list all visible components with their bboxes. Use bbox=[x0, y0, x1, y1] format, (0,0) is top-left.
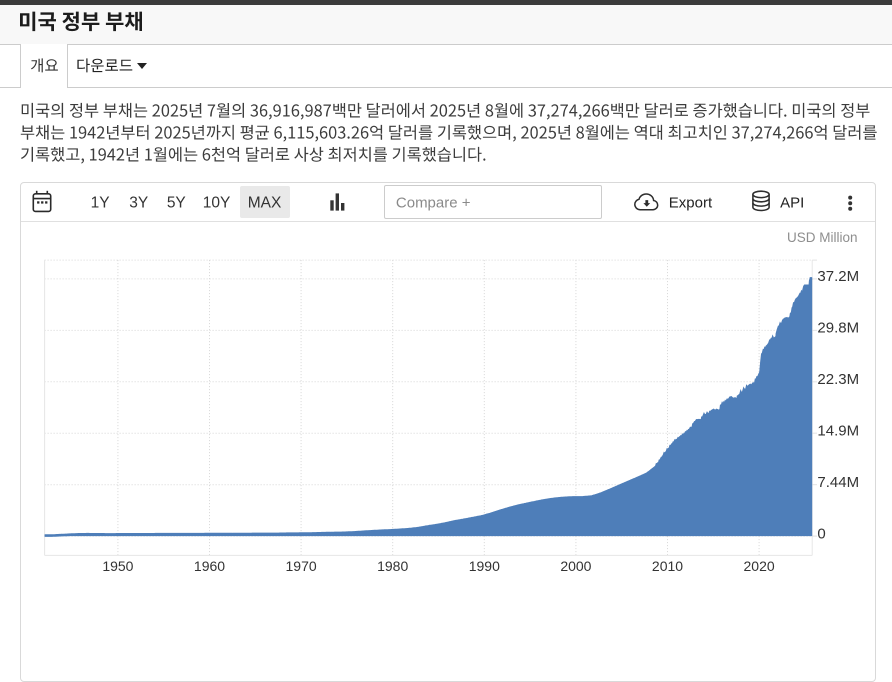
svg-text:29.8M: 29.8M bbox=[817, 320, 859, 337]
svg-text:Compare +: Compare + bbox=[396, 194, 471, 211]
svg-text:MAX: MAX bbox=[248, 195, 282, 212]
svg-text:1Y: 1Y bbox=[91, 195, 110, 212]
svg-text:2020: 2020 bbox=[744, 558, 775, 574]
svg-text:USD Million: USD Million bbox=[787, 230, 858, 245]
svg-text:1960: 1960 bbox=[194, 558, 225, 574]
svg-text:0: 0 bbox=[817, 525, 825, 542]
svg-text:2010: 2010 bbox=[652, 558, 683, 574]
svg-text:1990: 1990 bbox=[469, 558, 500, 574]
svg-text:37.2M: 37.2M bbox=[817, 268, 859, 285]
svg-text:14.9M: 14.9M bbox=[817, 422, 859, 439]
svg-text:3Y: 3Y bbox=[129, 195, 148, 212]
svg-text:22.3M: 22.3M bbox=[817, 371, 859, 388]
svg-text:1980: 1980 bbox=[377, 558, 408, 574]
svg-text:2000: 2000 bbox=[560, 558, 591, 574]
svg-text:Export: Export bbox=[669, 194, 713, 211]
svg-text:7.44M: 7.44M bbox=[817, 474, 859, 491]
svg-text:1950: 1950 bbox=[102, 558, 133, 574]
svg-text:API: API bbox=[780, 194, 804, 211]
svg-text:5Y: 5Y bbox=[167, 195, 186, 212]
svg-text:10Y: 10Y bbox=[203, 195, 231, 212]
svg-text:1970: 1970 bbox=[286, 558, 317, 574]
